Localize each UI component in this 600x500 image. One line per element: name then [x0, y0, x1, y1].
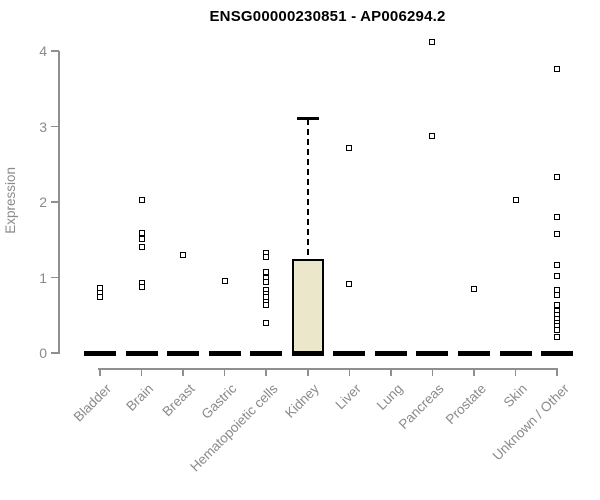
data-point [512, 197, 519, 204]
median-bar [250, 350, 283, 356]
x-axis-category-label: Breast [159, 381, 198, 420]
data-point [554, 214, 561, 221]
median-bar [167, 350, 200, 356]
x-axis-tick [265, 368, 267, 376]
data-point [554, 301, 561, 308]
x-axis-category-label: Prostate [442, 381, 489, 428]
x-axis-tick [348, 368, 351, 376]
median-bar [84, 350, 116, 356]
x-axis-line [98, 368, 558, 370]
median-bar [208, 350, 241, 356]
data-point [263, 301, 270, 308]
whisker-cap [296, 117, 319, 121]
median-bar [333, 350, 366, 356]
median-bar [125, 350, 158, 356]
y-axis-tick-label: 0 [39, 345, 47, 361]
x-axis-category-label: Skin [500, 381, 531, 411]
data-point [180, 251, 187, 258]
data-point [263, 319, 270, 326]
y-axis-tick [51, 276, 59, 279]
data-point [554, 66, 561, 73]
data-point [138, 235, 145, 242]
data-point [429, 132, 436, 139]
y-axis-tick [51, 125, 59, 128]
data-point [554, 174, 561, 181]
upper-whisker [306, 118, 309, 259]
x-axis-tick [514, 368, 517, 376]
y-axis-tick [51, 201, 59, 203]
data-point [138, 197, 145, 204]
data-point [346, 280, 353, 287]
median-bar [457, 350, 490, 356]
chart-title: ENSG00000230851 - AP006294.2 [209, 8, 446, 25]
box [291, 258, 324, 353]
x-axis-category-label: Bladder [71, 381, 115, 425]
x-axis-tick [431, 368, 434, 376]
data-point [554, 272, 561, 279]
data-point [221, 278, 228, 285]
x-axis-category-label: Brain [123, 381, 157, 414]
data-point [346, 144, 353, 151]
x-axis-category-label: Liver [332, 381, 364, 413]
x-axis-category-label: Pancreas [396, 381, 448, 432]
data-point [138, 284, 145, 291]
data-point [263, 254, 270, 261]
median-bar [541, 350, 574, 356]
median-bar [499, 350, 532, 356]
y-axis-tick-label: 1 [39, 269, 47, 286]
y-axis-tick-label: 4 [39, 43, 47, 59]
x-axis-tick [223, 368, 226, 376]
x-axis-tick [140, 368, 143, 376]
y-axis-tick [51, 352, 59, 354]
data-point [554, 291, 561, 298]
median-bar [416, 350, 449, 356]
y-axis-tick-label: 3 [39, 118, 47, 135]
x-axis-tick [182, 368, 184, 376]
data-point [429, 38, 436, 45]
data-point [138, 244, 145, 251]
x-axis-tick [556, 368, 558, 376]
data-point [554, 326, 561, 333]
x-axis-tick [99, 368, 101, 376]
x-axis-category-label: Unknown / Other [489, 381, 572, 464]
data-point [263, 269, 270, 276]
y-axis-tick-label: 2 [39, 194, 47, 210]
data-point [263, 279, 270, 286]
data-point [138, 229, 145, 236]
data-point [97, 294, 103, 301]
x-axis-tick [390, 368, 392, 376]
data-point [554, 334, 561, 341]
x-axis-category-label: Gastric [198, 381, 240, 422]
y-axis-tick [51, 50, 59, 52]
median-bar [291, 350, 324, 356]
x-axis-tick [307, 368, 309, 376]
data-point [554, 261, 561, 268]
median-bar [374, 350, 407, 356]
x-axis-tick [473, 368, 475, 376]
data-point [470, 285, 477, 292]
x-axis-category-label: Kidney [282, 381, 323, 421]
x-axis-category-label: Lung [373, 381, 406, 413]
data-point [554, 231, 561, 238]
